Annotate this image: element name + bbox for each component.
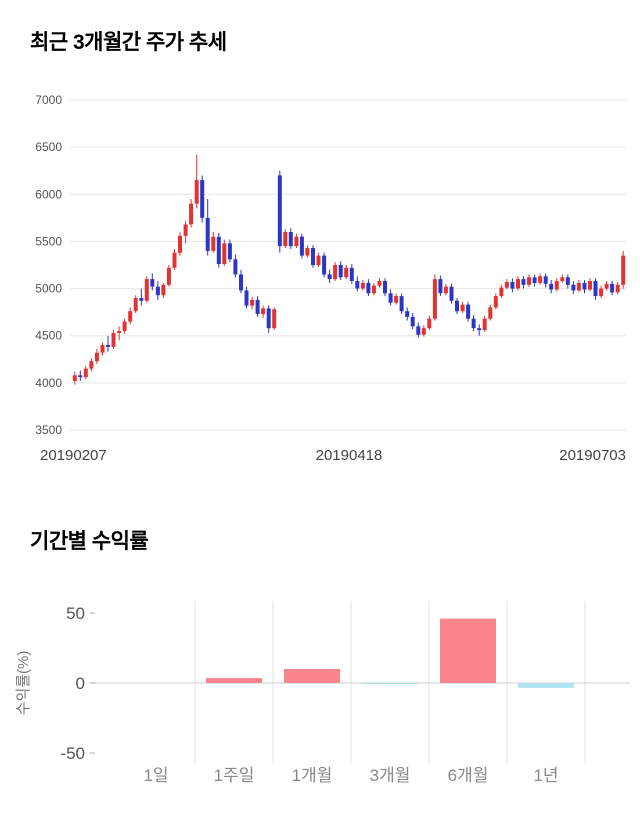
svg-text:7000: 7000 bbox=[35, 93, 62, 107]
svg-text:-50: -50 bbox=[60, 744, 85, 763]
svg-text:20190703: 20190703 bbox=[559, 447, 626, 464]
svg-text:3500: 3500 bbox=[35, 423, 62, 437]
svg-text:4000: 4000 bbox=[35, 376, 62, 390]
svg-text:1주일: 1주일 bbox=[214, 766, 255, 785]
svg-text:수익률(%): 수익률(%) bbox=[15, 651, 32, 716]
returns-title: 기간별 수익률 bbox=[30, 530, 149, 553]
svg-text:1일: 1일 bbox=[143, 766, 168, 785]
svg-text:20190418: 20190418 bbox=[316, 447, 383, 464]
svg-text:5500: 5500 bbox=[35, 234, 62, 248]
svg-text:50: 50 bbox=[66, 604, 85, 623]
svg-text:1개월: 1개월 bbox=[292, 766, 333, 785]
svg-text:20190207: 20190207 bbox=[40, 447, 107, 464]
price-trend-title: 최근 3개월간 주가 추세 bbox=[30, 31, 227, 54]
svg-text:6500: 6500 bbox=[35, 140, 62, 154]
returns-bar-chart: 50 0 -50 1일 1주일 1개월 3개월 6개월 1년 수익률(%) bbox=[15, 601, 630, 785]
svg-text:3개월: 3개월 bbox=[370, 766, 411, 785]
svg-text:4500: 4500 bbox=[35, 329, 62, 343]
svg-text:0: 0 bbox=[76, 674, 85, 693]
svg-text:6개월: 6개월 bbox=[448, 766, 489, 785]
svg-text:5000: 5000 bbox=[35, 282, 62, 296]
candlestick-chart: 7000 6500 6000 5500 5000 4500 4000 3500 20190207… bbox=[35, 93, 626, 464]
svg-text:6000: 6000 bbox=[35, 187, 62, 201]
svg-text:1년: 1년 bbox=[533, 766, 558, 785]
